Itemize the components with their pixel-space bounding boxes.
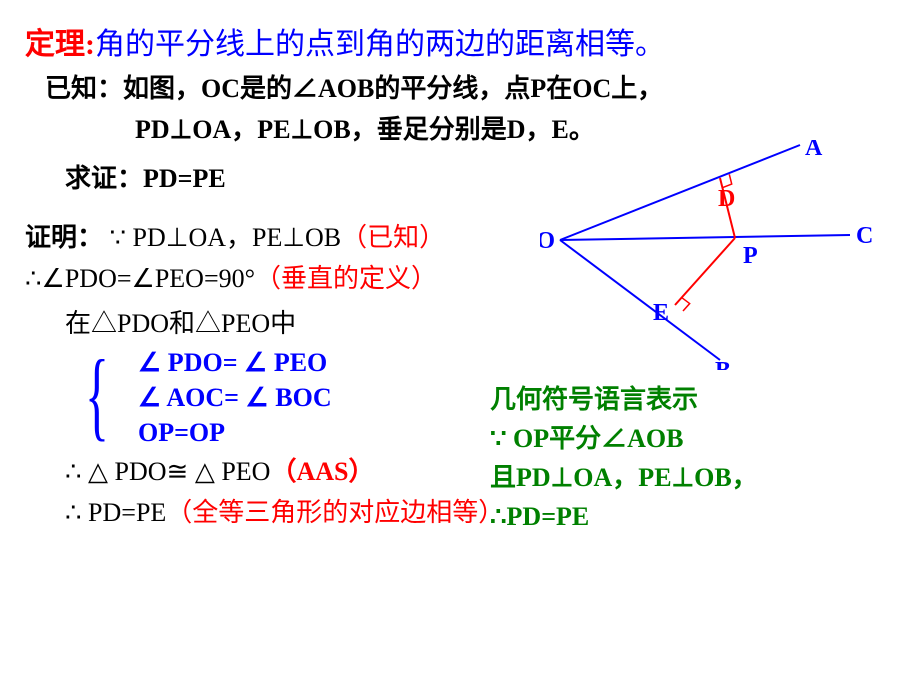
eq3: OP=OP [138, 415, 332, 450]
left-brace-icon: { [85, 345, 109, 450]
svg-text:O: O [540, 228, 555, 254]
p4b: （AAS） [270, 457, 374, 486]
p2a: ∴∠PDO=∠PEO=90° [25, 264, 255, 293]
svg-text:A: A [805, 140, 823, 161]
p5a: ∴ PD=PE [65, 498, 166, 527]
svg-text:D: D [718, 186, 735, 212]
proof-line-4: ∴ △ PDO≅ △ PEO（AAS） [25, 452, 895, 491]
svg-text:E: E [653, 300, 669, 326]
geo-l2: 且PD⊥OA，PE⊥OB， [490, 458, 758, 497]
given-label: 已知： [45, 74, 123, 103]
title-text: 角的平分线上的点到角的两边的距离相等。 [95, 28, 665, 61]
geo-l1: ∵ OP平分∠AOB [490, 419, 758, 458]
svg-text:P: P [743, 243, 758, 269]
svg-text:B: B [715, 358, 731, 370]
prove-label: 求证： [65, 164, 143, 193]
given-text-2: PD⊥OA，PE⊥OB，垂足分别是D，E。 [135, 115, 595, 144]
p1b: （已知） [341, 223, 445, 252]
p1a: ∵ PD⊥OA，PE⊥OB [110, 223, 342, 252]
p2b: （垂直的定义） [255, 264, 437, 293]
eq1: ∠ PDO= ∠ PEO [138, 345, 332, 380]
geometry-symbol-block: 几何符号语言表示 ∵ OP平分∠AOB 且PD⊥OA，PE⊥OB， ∴PD=PE [490, 380, 758, 536]
title-prefix: 定理: [25, 28, 95, 61]
p4a: ∴ △ PDO≅ △ PEO [65, 457, 270, 486]
p5b: （全等三角形的对应边相等） [166, 498, 504, 527]
angle-bisector-diagram: O A C B P D E [540, 140, 880, 370]
svg-text:C: C [856, 223, 873, 249]
geo-title: 几何符号语言表示 [490, 380, 758, 419]
theorem-title: 定理:角的平分线上的点到角的两边的距离相等。 [25, 22, 895, 67]
proof-line-5: ∴ PD=PE（全等三角形的对应边相等） [25, 493, 895, 532]
given-text-1: 如图，OC是的∠AOB的平分线，点P在OC上， [123, 74, 663, 103]
given-line-1: 已知：如图，OC是的∠AOB的平分线，点P在OC上， [25, 69, 895, 108]
eq2: ∠ AOC= ∠ BOC [138, 380, 332, 415]
prove-text: PD=PE [143, 164, 226, 193]
brace-content: ∠ PDO= ∠ PEO ∠ AOC= ∠ BOC OP=OP [138, 345, 332, 450]
geo-l3: ∴PD=PE [490, 497, 758, 536]
p3: 在△PDO和△PEO中 [65, 309, 296, 338]
proof-label: 证明： [25, 223, 103, 252]
